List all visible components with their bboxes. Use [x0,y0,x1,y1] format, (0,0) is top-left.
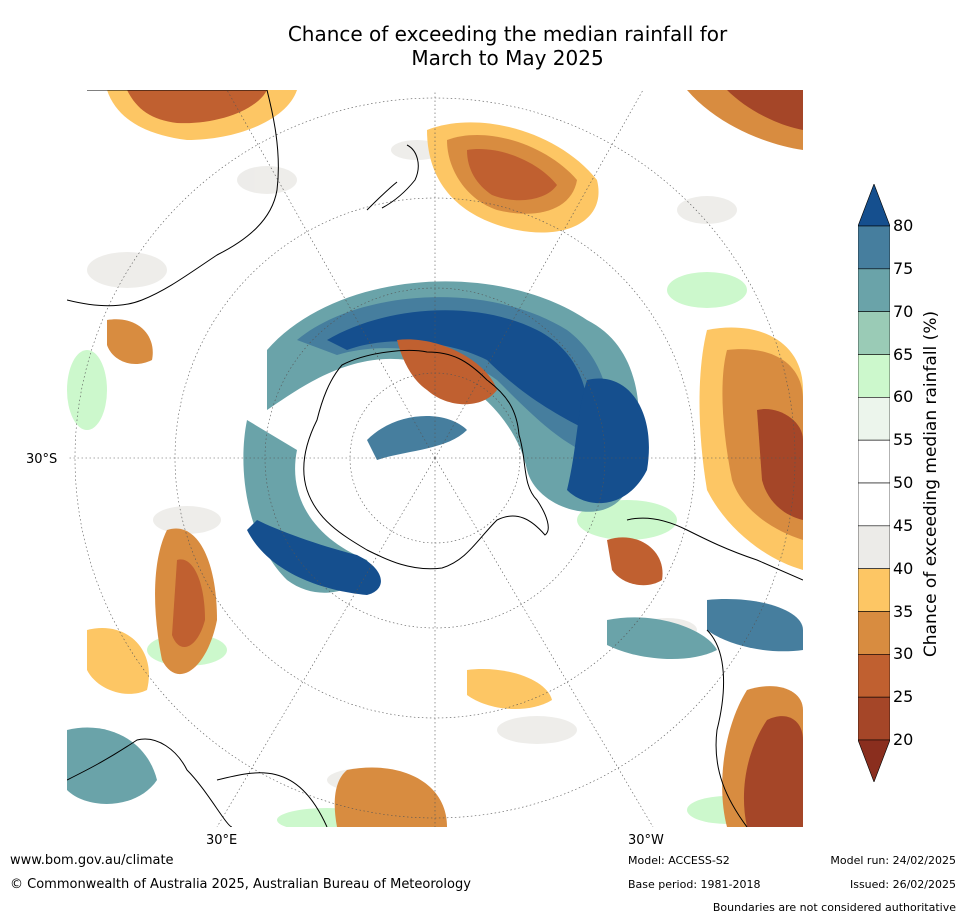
title-line-1: Chance of exceeding the median rainfall … [287,22,728,46]
colorbar-segment-55_60 [858,397,890,441]
colorbar-segment-70_75 [858,268,890,312]
footer-model-run: Model run: 24/02/2025 [830,854,956,867]
colorbar-segment-25_30 [858,654,890,698]
colorbar-tick-75: 75 [893,258,914,278]
colorbar-tick-35: 35 [893,601,914,621]
footer-copyright: © Commonwealth of Australia 2025, Austra… [10,877,471,892]
graticule [67,90,803,827]
colorbar-title: Chance of exceeding median rainfall (%) [921,310,941,658]
colorbar-segment-65_70 [858,311,890,355]
colorbar-tick-60: 60 [893,387,914,407]
colorbar-tick-20: 20 [893,730,914,749]
footer-issued: Issued: 26/02/2025 [849,878,956,891]
footer-base-period: Base period: 1981-2018 [628,878,761,891]
dry-regions [67,90,803,827]
footer-model: Model: ACCESS-S2 [628,854,730,867]
australia-coastline [67,90,279,307]
colorbar-extend-low [858,739,890,782]
map-title: Chance of exceeding the median rainfall … [150,22,865,70]
colorbar-segment-30_35 [858,611,890,655]
colorbar-tick-40: 40 [893,558,914,578]
wet-ring [243,281,649,595]
colorbar-tick-80: 80 [893,216,914,235]
africa-coastline [67,738,328,827]
colorbar-tick-25: 25 [893,687,914,707]
colorbar-segment-45_50 [858,482,890,527]
colorbar-segments [858,184,890,782]
footer-url[interactable]: www.bom.gov.au/climate [10,853,174,868]
colorbar-tick-70: 70 [893,301,914,321]
colorbar-segment-50_55 [858,439,890,484]
lon-label-30w: 30°W [628,833,664,848]
colorbar-segment-60_65 [858,354,890,398]
south-america-coastline [626,517,803,827]
colorbar-tick-55: 55 [893,430,914,450]
lat-label-30s: 30°S [26,452,58,467]
colorbar-tick-30: 30 [893,644,914,664]
colorbar-segment-35_40 [858,568,890,612]
colorbar-extend-high [858,184,890,227]
new-zealand-coastline [366,144,419,211]
colorbar-segment-20_25 [858,696,890,741]
colorbar [858,184,890,782]
antarctica-coastline [303,350,549,570]
rainfall-probability-map [67,90,803,827]
colorbar-tick-50: 50 [893,473,914,492]
footer-boundaries: Boundaries are not considered authoritat… [712,901,956,914]
lon-label-30e: 30°E [206,833,238,848]
colorbar-tick-45: 45 [893,515,914,535]
colorbar-tick-65: 65 [893,344,914,364]
colorbar-segment-75_80 [858,225,890,270]
title-line-2: March to May 2025 [411,46,604,70]
colorbar-segment-40_45 [858,525,890,569]
